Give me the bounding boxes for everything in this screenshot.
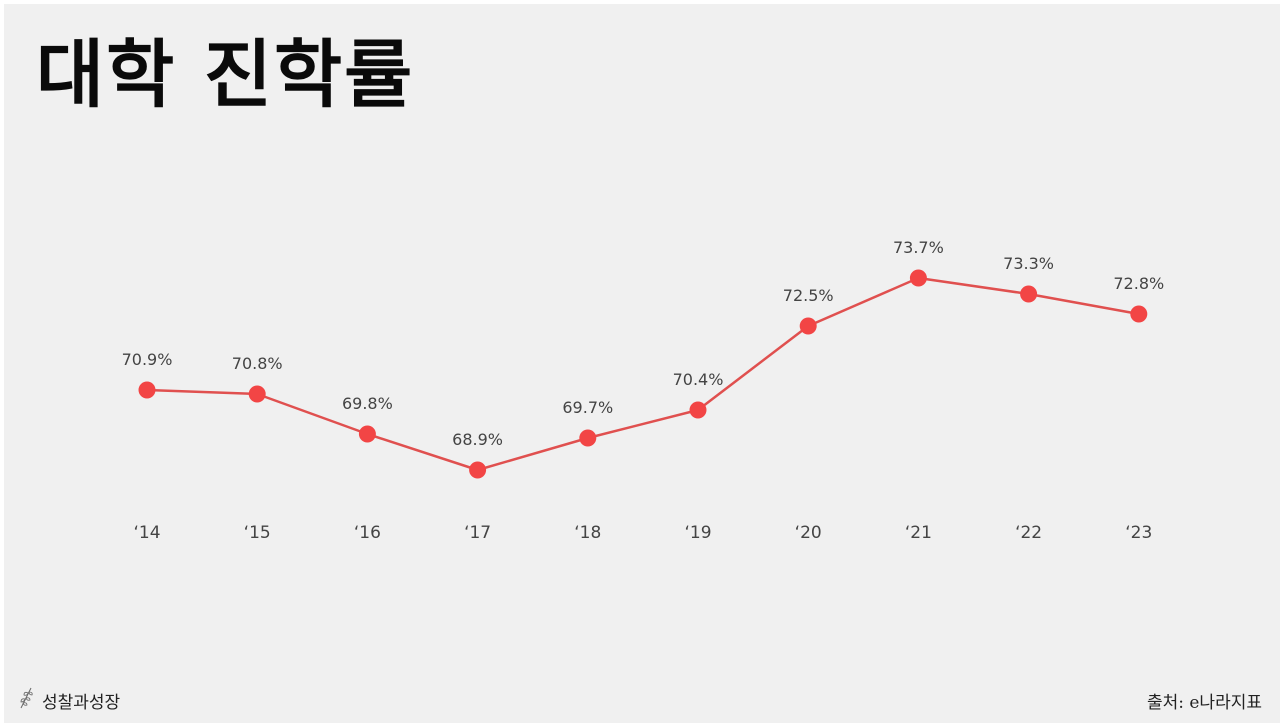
x-tick-label: ‘21 — [905, 523, 932, 543]
x-tick-label: ‘19 — [684, 523, 711, 543]
x-tick-label: ‘22 — [1015, 523, 1042, 543]
x-tick-label: ‘16 — [354, 523, 381, 543]
data-point — [799, 317, 817, 335]
brand-name: 성찰과성장 — [42, 692, 121, 713]
data-label: 69.7% — [562, 398, 613, 417]
source-note: 출처: e나라지표 — [1146, 693, 1262, 713]
series-line — [146, 276, 1140, 472]
data-point — [248, 385, 266, 403]
data-label: 72.8% — [1113, 274, 1164, 293]
x-tick-label: ‘23 — [1125, 523, 1152, 543]
data-point — [138, 381, 156, 399]
x-tick-layer: ‘14 ‘15 ‘16 ‘17 ‘18 ‘19 ‘20 ‘21 ‘22 ‘23 — [133, 523, 1152, 543]
data-point — [579, 429, 597, 447]
data-point — [909, 269, 927, 287]
data-label: 73.3% — [1003, 254, 1054, 273]
marker-layer — [138, 269, 1148, 479]
x-tick-label: ‘15 — [244, 523, 271, 543]
data-point — [1130, 305, 1148, 323]
data-point — [1020, 285, 1038, 303]
x-tick-label: ‘18 — [574, 523, 601, 543]
data-point — [469, 461, 487, 479]
data-point — [358, 425, 376, 443]
data-label: 69.8% — [342, 394, 393, 413]
brand: 성찰과성장 — [18, 687, 120, 713]
page-title: 대학 진학률 — [36, 32, 415, 118]
data-label: 70.4% — [673, 370, 724, 389]
line-chart: 70.9% 70.8% 69.8% 68.9% 69.7% 70.4% 72.5% 73.7%… — [122, 238, 1165, 543]
data-label: 73.7% — [893, 238, 944, 257]
x-tick-label: ‘20 — [795, 523, 822, 543]
x-tick-label: ‘14 — [133, 523, 160, 543]
slide: 대학 진학률 70.9% 70.8% 69.8% 68.9% 69.7% 70.4% 72.… — [4, 4, 1280, 723]
data-label: 72.5% — [783, 286, 834, 305]
data-label: 70.9% — [122, 350, 173, 369]
x-tick-label: ‘17 — [464, 523, 491, 543]
data-point — [689, 401, 707, 419]
data-label: 68.9% — [452, 430, 503, 449]
data-label: 70.8% — [232, 354, 283, 373]
value-label-layer: 70.9% 70.8% 69.8% 68.9% 69.7% 70.4% 72.5% 73.7%… — [122, 238, 1165, 449]
leaf-sprig-icon — [18, 687, 34, 713]
